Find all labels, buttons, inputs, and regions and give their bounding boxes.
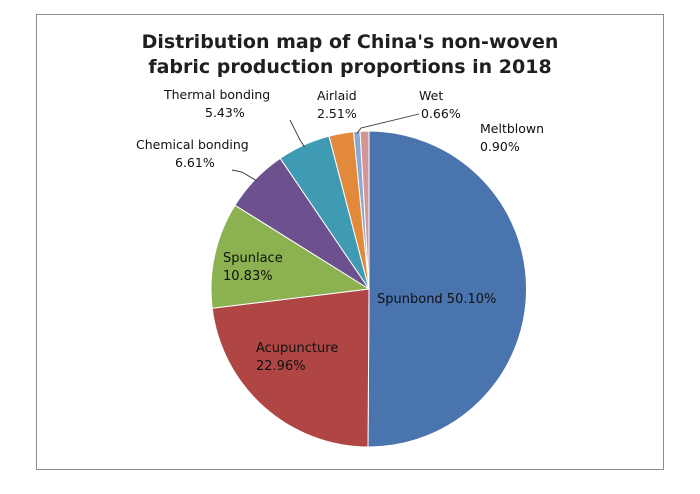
pie-slice-meltblown [359,130,370,290]
leader-line-thermal-bonding [289,119,305,148]
chart-title-line-2: fabric production proportions in 2018 [148,56,552,78]
slice-name-thermal-bonding: Thermal bonding [163,87,270,102]
slice-name-meltblown: Meltblown [480,121,544,136]
pie-slice-spunbond [367,130,528,448]
slice-label-thermal-bonding: 5.43% [205,105,245,120]
slice-name-wet: Wet [419,88,443,103]
pie-slices [210,130,528,448]
slice-label-spunlace: 10.83% [223,269,273,284]
leader-line-wet [356,113,420,134]
slice-name-chemical-bonding: Chemical bonding [136,137,249,152]
slice-labels: Spunbond 50.10% Acupuncture 22.96% Spunlace… [136,87,544,374]
pie-slice-spunlace [210,204,371,309]
pie-slice-acupuncture [211,288,370,448]
slice-label-chemical-bonding: 6.61% [175,155,215,170]
slice-label-acupuncture: 22.96% [256,359,306,374]
slice-label-airlaid: 2.51% [317,106,357,121]
slice-name-airlaid: Airlaid [317,88,357,103]
slice-label-meltblown: 0.90% [480,139,520,154]
slice-name-acupuncture: Acupuncture [256,341,338,356]
leader-line-chemical-bonding [231,169,257,182]
chart-title-line-1: Distribution map of China's non-woven [141,31,559,53]
slice-name-spunlace: Spunlace [223,251,283,266]
leader-lines [231,113,420,182]
chart-title: Distribution map of China's non-woven fa… [0,30,700,80]
slice-label-wet: 0.66% [421,106,461,121]
slice-label-spunbond: Spunbond 50.10% [377,292,496,307]
